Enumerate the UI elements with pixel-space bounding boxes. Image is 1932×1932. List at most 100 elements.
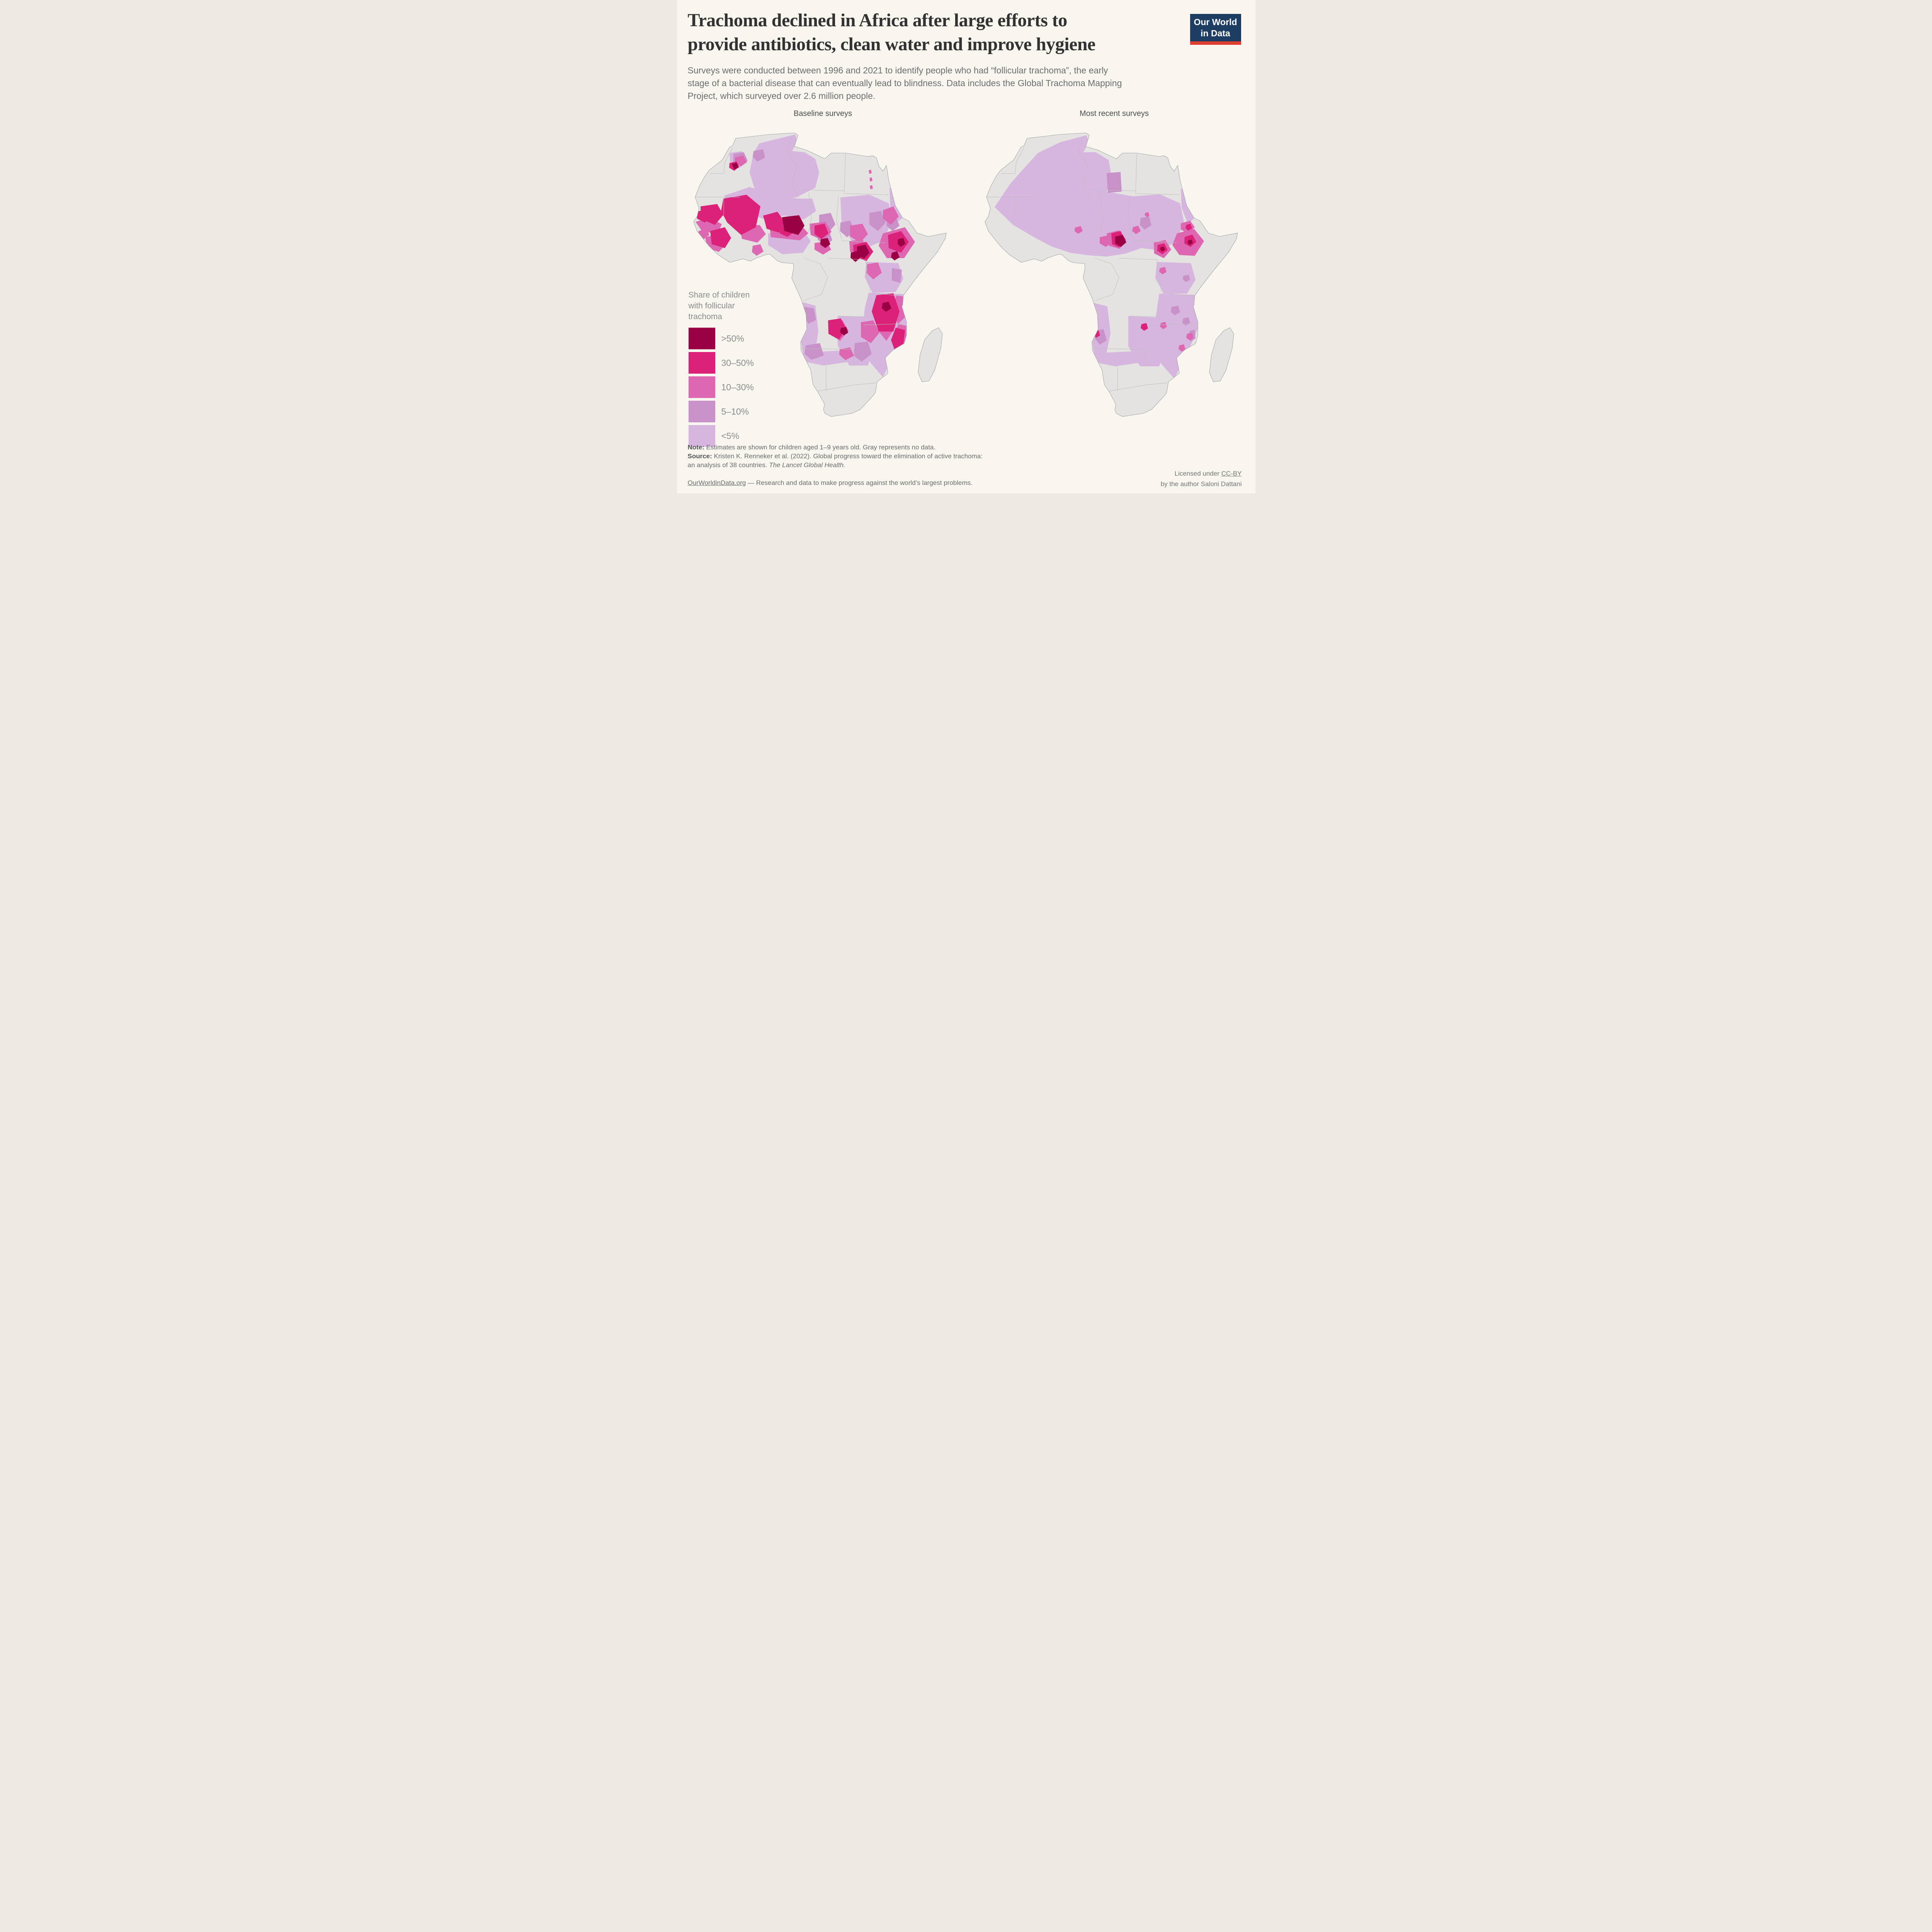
- title-line-1: Trachoma declined in Africa after large …: [687, 10, 1068, 31]
- subtitle-line-3: Project, which surveyed over 2.6 million…: [687, 91, 876, 101]
- region-b10_30: [839, 347, 854, 360]
- source-line-2: an analysis of 38 countries. The Lancet …: [687, 461, 845, 469]
- region-b10_30: [1159, 267, 1167, 274]
- region-b5_10: [1106, 172, 1122, 193]
- region-b30_50: [696, 209, 712, 223]
- legend-label-gt50: >50%: [721, 333, 744, 344]
- legend-label-b5_10: 5–10%: [721, 406, 749, 417]
- region-gt50: [840, 327, 848, 335]
- region-b5_10: [854, 342, 872, 362]
- legend-rows: >50% 30–50% 10–30% 5–10% <5%: [688, 328, 793, 447]
- region-b5_10: [803, 307, 816, 324]
- subtitle-line-2: stage of a bacterial disease that can ev…: [687, 78, 1122, 88]
- legend-label-b30_50: 30–50%: [721, 357, 754, 368]
- region-b5_10: [752, 149, 765, 162]
- region-b30_50: [1185, 224, 1192, 231]
- region-gt50: [731, 163, 738, 170]
- legend-swatch-b30_50: [688, 352, 715, 374]
- note-source-block: Note: Estimates are shown for children a…: [688, 443, 983, 469]
- chart-subtitle: Surveys were conducted between 1996 and …: [688, 64, 1236, 102]
- region-b10_30: [1178, 344, 1185, 352]
- region-b5_10: [1182, 275, 1190, 282]
- region-lt5: [749, 134, 819, 199]
- license-line-2: by the author Saloni Dattani: [1160, 480, 1242, 488]
- legend-swatch-b5_10: [688, 401, 715, 422]
- region-gt50: [1187, 240, 1193, 245]
- title-line-2: provide antibiotics, clean water and imp…: [687, 34, 1096, 54]
- region-b5_10: [1139, 216, 1151, 230]
- region-b10_30: [752, 244, 764, 256]
- legend-swatch-gt50: [688, 328, 715, 349]
- region-b30_50: [763, 212, 785, 233]
- most-recent-surveys-map: [979, 130, 1250, 423]
- madagascar-coastline: [1209, 327, 1234, 382]
- region-lt5: [1095, 351, 1146, 366]
- note-label: Note:: [687, 444, 704, 451]
- region-b10_30: [1132, 226, 1141, 234]
- footer-tagline: — Research and data to make progress aga…: [746, 479, 973, 486]
- legend-label-lt5: <5%: [721, 430, 740, 441]
- owid-logo: Our World in Data: [1190, 14, 1241, 45]
- legend-swatch-lt5: [688, 425, 715, 447]
- region-b10_30: [869, 185, 873, 189]
- map-legend: Share of children with follicular tracho…: [688, 290, 793, 449]
- country-borders: [695, 136, 903, 391]
- region-b5_10: [891, 268, 902, 283]
- region-lt5: [1153, 294, 1199, 379]
- region-b30_50: [828, 318, 846, 339]
- region-b10_30: [735, 155, 747, 166]
- madagascar-coastline: [917, 327, 943, 382]
- legend-swatch-b10_30: [688, 376, 715, 398]
- legend-row-b10_30: 10–30%: [688, 376, 793, 398]
- baseline-surveys-map: [688, 130, 958, 423]
- madagascar-landmass: [918, 328, 942, 382]
- region-gt50: [1115, 235, 1126, 247]
- region-b10_30: [1144, 212, 1150, 217]
- license-block: Licensed under CC-BY by the author Salon…: [1161, 468, 1242, 489]
- region-b30_50: [871, 293, 900, 332]
- source-journal: The Lancet Global Health.: [769, 461, 845, 469]
- legend-row-lt5: <5%: [688, 425, 793, 447]
- madagascar-landmass: [1209, 328, 1234, 382]
- panel-label-most-recent: Most recent surveys: [1080, 109, 1149, 118]
- region-b30_50: [710, 227, 731, 248]
- license-line-1: Licensed under CC-BY: [1174, 470, 1242, 477]
- footer: OurWorldinData.org — Research and data t…: [688, 479, 973, 487]
- region-b10_30: [850, 224, 868, 243]
- source-label: Source:: [687, 452, 712, 460]
- region-gt50: [881, 302, 891, 312]
- legend-row-gt50: >50%: [688, 328, 793, 349]
- region-gt50: [1160, 247, 1165, 252]
- region-b10_30: [883, 206, 899, 225]
- region-b10_30: [861, 320, 879, 343]
- owid-site-link[interactable]: OurWorldinData.org: [687, 479, 746, 486]
- region-b5_10: [1182, 317, 1190, 326]
- africa-coastline: [984, 133, 1238, 417]
- region-gt50: [820, 238, 830, 248]
- region-b10_30: [869, 177, 872, 182]
- region-b30_50: [1140, 323, 1148, 331]
- region-gt50: [897, 238, 905, 247]
- owid-logo-line-1: Our World: [1194, 17, 1237, 27]
- page-title: Trachoma declined in Africa after large …: [688, 9, 1182, 56]
- country-borders: [986, 136, 1194, 391]
- region-b10_30: [868, 170, 872, 174]
- region-b5_10: [804, 343, 824, 360]
- region-b5_10: [1170, 306, 1180, 315]
- africa-coastline: [693, 133, 947, 417]
- owid-logo-line-2: in Data: [1201, 28, 1230, 38]
- source-line-1: Source: Kristen K. Renneker et al. (2022…: [688, 452, 983, 461]
- legend-row-b30_50: 30–50%: [688, 352, 793, 374]
- cc-by-link[interactable]: CC-BY: [1221, 470, 1242, 477]
- owid-logo-box: Our World in Data: [1190, 14, 1241, 41]
- owid-chart: Trachoma declined in Africa after large …: [677, 0, 1255, 493]
- legend-row-b5_10: 5–10%: [688, 401, 793, 422]
- map-1-svg: [984, 133, 1238, 417]
- region-b10_30: [1160, 322, 1167, 329]
- owid-logo-red-bar: [1190, 41, 1241, 45]
- map-0-svg: [693, 133, 947, 417]
- region-gt50: [857, 245, 869, 259]
- region-b30_50: [721, 195, 760, 235]
- source-text: Kristen K. Renneker et al. (2022). Globa…: [712, 452, 983, 460]
- note-text: Estimates are shown for children aged 1–…: [704, 444, 936, 451]
